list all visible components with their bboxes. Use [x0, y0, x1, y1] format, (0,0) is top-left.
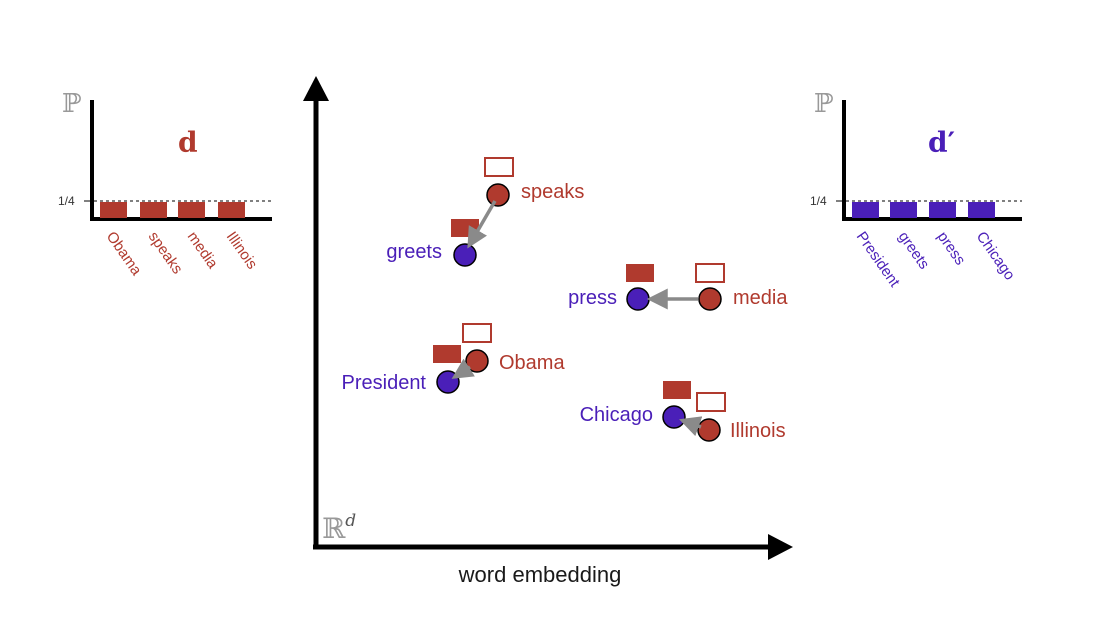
embedding-axes: ℝd word embedding [303, 76, 793, 587]
speaks-mass-empty-box [484, 157, 514, 177]
right-bar-president [852, 202, 879, 218]
media-point [698, 287, 722, 311]
left-word-obama: Obama [103, 229, 146, 280]
illinois-label: Illinois [730, 420, 786, 442]
greets-label: greets [386, 241, 442, 263]
left-word-media: media [184, 229, 222, 273]
president-label: President [342, 372, 427, 394]
pair-speaks-greets: speaks greets [386, 157, 584, 267]
embedding-y-arrowhead [303, 76, 329, 101]
pair-media-press: media press [568, 263, 788, 311]
left-bar-media [178, 202, 205, 218]
chicago-label: Chicago [580, 404, 653, 426]
right-bar-press [929, 202, 956, 218]
right-bar-greets [890, 202, 917, 218]
left-doc-label: d [178, 126, 198, 159]
illinois-to-chicago-arrow [679, 416, 703, 437]
obama-mass-empty-box [462, 323, 492, 343]
press-mass-filled-box [626, 264, 654, 282]
left-bar-speaks [140, 202, 167, 218]
obama-to-president-arrow [451, 358, 475, 379]
right-bar-chicago [968, 202, 995, 218]
left-word-speaks: speaks [145, 229, 186, 278]
pair-illinois-chicago: Illinois Chicago [580, 381, 786, 442]
embedding-x-label: word embedding [458, 562, 622, 587]
left-level-label: 1/4 [58, 194, 75, 208]
right-word-press: press [934, 229, 969, 269]
right-word-chicago: Chicago [973, 229, 1018, 284]
left-prob-axis-symbol: ℙ [62, 89, 82, 119]
right-prob-axis-symbol: ℙ [814, 89, 834, 119]
speaks-to-greets-arrow [467, 200, 497, 249]
left-bar-obama [100, 202, 127, 218]
left-word-illinois: Illinois [223, 229, 261, 273]
speaks-label: speaks [521, 181, 584, 203]
left-bar-illinois [218, 202, 245, 218]
right-level-label: 1/4 [810, 194, 827, 208]
right-histogram: ℙ d′ 1/4 President greets press Chicago [810, 89, 1022, 291]
media-label: media [733, 287, 788, 309]
embedding-x-arrowhead [768, 534, 793, 560]
obama-label: Obama [499, 352, 565, 374]
embedding-space-label: ℝd [322, 511, 356, 545]
right-word-greets: greets [895, 229, 933, 273]
media-mass-empty-box [695, 263, 725, 283]
president-mass-filled-box [433, 345, 461, 363]
chicago-mass-filled-box [663, 381, 691, 399]
pair-obama-president: Obama President [342, 323, 565, 394]
press-label: press [568, 287, 617, 309]
right-doc-label: d′ [928, 126, 955, 159]
press-point [626, 287, 650, 311]
illinois-point [697, 418, 721, 442]
chicago-point [662, 405, 686, 429]
greets-point [453, 243, 477, 267]
speaks-point [486, 183, 510, 207]
illinois-mass-empty-box [696, 392, 726, 412]
left-histogram: ℙ d 1/4 Obama speaks media Illinois [58, 89, 272, 279]
